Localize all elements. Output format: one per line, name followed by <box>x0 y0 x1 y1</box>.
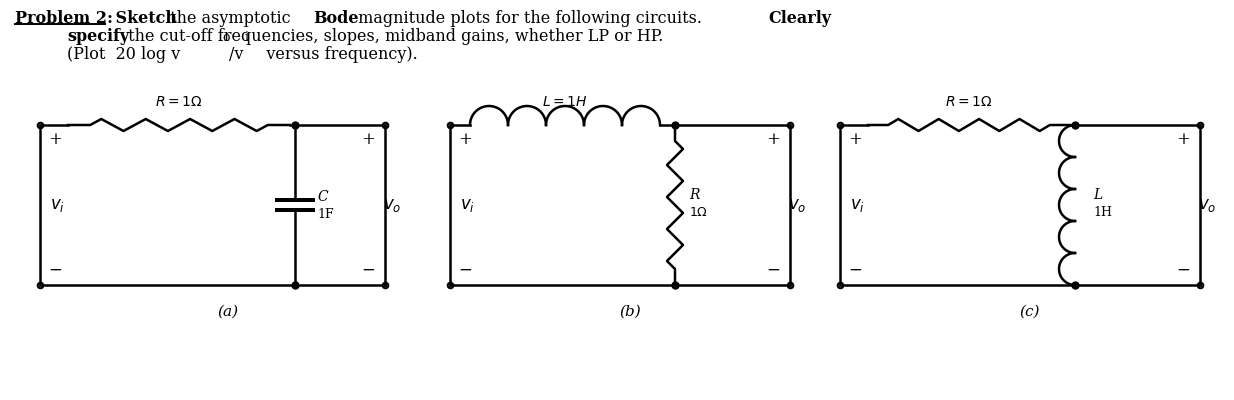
Text: (b): (b) <box>619 305 640 319</box>
Text: $L = 1H$: $L = 1H$ <box>542 95 587 109</box>
Text: −: − <box>362 262 375 279</box>
Text: $v_o$: $v_o$ <box>789 196 806 214</box>
Text: Problem 2:: Problem 2: <box>15 10 114 27</box>
Text: +: + <box>48 131 62 148</box>
Text: +: + <box>848 131 861 148</box>
Text: $v_o$: $v_o$ <box>383 196 401 214</box>
Text: −: − <box>1176 262 1190 279</box>
Text: (a): (a) <box>217 305 238 319</box>
Text: +: + <box>362 131 375 148</box>
Text: −: − <box>48 262 62 279</box>
Text: 1H: 1H <box>1093 206 1112 220</box>
Text: magnitude plots for the following circuits.: magnitude plots for the following circui… <box>353 10 707 27</box>
Text: 1F: 1F <box>317 208 333 222</box>
Text: −: − <box>458 262 471 279</box>
Text: the asymptotic: the asymptotic <box>165 10 296 27</box>
Text: specify: specify <box>67 28 130 45</box>
Text: C: C <box>317 190 327 204</box>
Text: (c): (c) <box>1019 305 1040 319</box>
Text: $1\Omega$: $1\Omega$ <box>689 206 708 220</box>
Text: Clearly: Clearly <box>768 10 830 27</box>
Text: Sketch: Sketch <box>110 10 176 27</box>
Text: $v_i$: $v_i$ <box>850 196 865 214</box>
Text: versus frequency).: versus frequency). <box>251 46 418 63</box>
Text: $R = 1\Omega$: $R = 1\Omega$ <box>155 95 202 109</box>
Text: −: − <box>766 262 780 279</box>
Text: i: i <box>246 31 249 44</box>
Text: +: + <box>766 131 780 148</box>
Text: +: + <box>458 131 471 148</box>
Text: the cut-off frequencies, slopes, midband gains, whether LP or HP.: the cut-off frequencies, slopes, midband… <box>123 28 664 45</box>
Text: $v_i$: $v_i$ <box>460 196 475 214</box>
Text: −: − <box>848 262 861 279</box>
Text: $v_i$: $v_i$ <box>51 196 65 214</box>
Text: +: + <box>1176 131 1190 148</box>
Text: $v_o$: $v_o$ <box>1198 196 1217 214</box>
Text: /v: /v <box>230 46 243 63</box>
Text: R: R <box>689 188 700 202</box>
Text: o: o <box>222 31 230 44</box>
Text: L: L <box>1093 188 1102 202</box>
Text: (Plot  20 log v: (Plot 20 log v <box>67 46 180 63</box>
Text: Bode: Bode <box>313 10 359 27</box>
Text: $R = 1\Omega$: $R = 1\Omega$ <box>945 95 993 109</box>
